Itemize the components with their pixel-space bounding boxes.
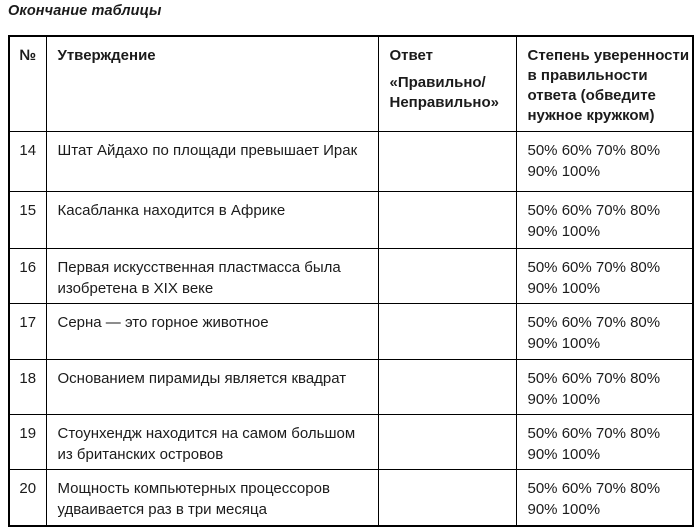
table-row: 14 Штат Айдахо по площади превышает Ирак… <box>8 130 694 192</box>
table-row: 16 Первая искусственная пластмасса была … <box>8 247 694 304</box>
row-number: 20 <box>8 468 47 527</box>
row-number: 16 <box>8 247 47 304</box>
answer-cell <box>377 413 517 470</box>
statement-cell: Стоунхендж находится на самом большом из… <box>45 413 379 470</box>
answer-cell <box>377 302 517 360</box>
table-row: 18 Основанием пирамиды является квадрат … <box>8 358 694 415</box>
table-row: 17 Серна — это горное животное 50% 60% 7… <box>8 302 694 360</box>
confidence-calibration-table: № Утверждение Ответ «Правильно/ Неправил… <box>8 35 694 527</box>
confidence-options-cell: 50% 60% 70% 80% 90% 100% <box>515 358 694 415</box>
table-row: 19 Стоунхендж находится на самом большом… <box>8 413 694 470</box>
answer-header-line1: «Правильно/ <box>389 74 486 91</box>
table-continuation-caption: Окончание таблицы <box>8 3 162 19</box>
table-header-row: № Утверждение Ответ «Правильно/ Неправил… <box>8 35 694 132</box>
confidence-header-line2: в правильности <box>527 67 648 84</box>
row-number: 14 <box>8 130 47 192</box>
answer-cell <box>377 468 517 527</box>
confidence-options-cell: 50% 60% 70% 80% 90% 100% <box>515 247 694 304</box>
row-number: 19 <box>8 413 47 470</box>
table-row: 15 Касабланка находится в Африке 50% 60%… <box>8 190 694 249</box>
answer-header-title: Ответ <box>389 47 434 64</box>
answer-cell <box>377 190 517 249</box>
confidence-options-cell: 50% 60% 70% 80% 90% 100% <box>515 302 694 360</box>
table-row: 20 Мощность компьютерных процессоров удв… <box>8 468 694 527</box>
col-header-answer: Ответ «Правильно/ Неправильно» <box>377 35 517 132</box>
confidence-options-cell: 50% 60% 70% 80% 90% 100% <box>515 468 694 527</box>
confidence-header-line1: Степень уверенности <box>527 47 690 64</box>
col-header-confidence: Степень уверенности в правильности ответ… <box>515 35 694 132</box>
answer-cell <box>377 247 517 304</box>
statement-cell: Серна — это горное животное <box>45 302 379 360</box>
confidence-options-cell: 50% 60% 70% 80% 90% 100% <box>515 130 694 192</box>
answer-header-line2: Неправильно» <box>389 94 500 111</box>
confidence-options-cell: 50% 60% 70% 80% 90% 100% <box>515 413 694 470</box>
statement-cell: Касабланка находится в Африке <box>45 190 379 249</box>
statement-cell: Штат Айдахо по площади превышает Ирак <box>45 130 379 192</box>
confidence-header-line4: нужное кружком) <box>527 107 655 124</box>
confidence-options-cell: 50% 60% 70% 80% 90% 100% <box>515 190 694 249</box>
answer-cell <box>377 130 517 192</box>
confidence-header-line3: ответа (обведите <box>527 87 656 104</box>
row-number: 15 <box>8 190 47 249</box>
statement-cell: Мощность компьютерных процессоров удваив… <box>45 468 379 527</box>
row-number: 18 <box>8 358 47 415</box>
col-header-statement: Утверждение <box>45 35 379 132</box>
row-number: 17 <box>8 302 47 360</box>
statement-cell: Основанием пирамиды является квадрат <box>45 358 379 415</box>
col-header-number: № <box>8 35 47 132</box>
statement-cell: Первая искусственная пластмасса была изо… <box>45 247 379 304</box>
answer-cell <box>377 358 517 415</box>
